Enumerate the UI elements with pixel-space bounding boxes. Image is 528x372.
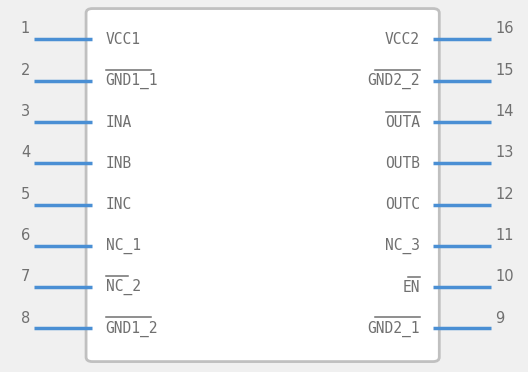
Text: 13: 13 — [495, 145, 514, 160]
Text: VCC2: VCC2 — [385, 32, 420, 46]
Text: GND1_1: GND1_1 — [106, 73, 158, 89]
Text: 10: 10 — [495, 269, 514, 284]
Text: GND2_1: GND2_1 — [367, 320, 420, 337]
Text: 15: 15 — [495, 63, 514, 78]
Text: 8: 8 — [21, 311, 30, 326]
Text: NC_3: NC_3 — [385, 238, 420, 254]
Text: 4: 4 — [21, 145, 30, 160]
Text: 11: 11 — [495, 228, 514, 243]
Text: 14: 14 — [495, 104, 514, 119]
Text: INB: INB — [106, 156, 132, 171]
Text: 16: 16 — [495, 21, 514, 36]
Text: GND2_2: GND2_2 — [367, 73, 420, 89]
FancyBboxPatch shape — [86, 9, 439, 362]
Text: 9: 9 — [495, 311, 505, 326]
Text: INC: INC — [106, 197, 132, 212]
Text: 1: 1 — [21, 21, 30, 36]
Text: OUTA: OUTA — [385, 115, 420, 129]
Text: 12: 12 — [495, 187, 514, 202]
Text: NC_1: NC_1 — [106, 238, 140, 254]
Text: NC_2: NC_2 — [106, 279, 140, 295]
Text: GND1_2: GND1_2 — [106, 320, 158, 337]
Text: 3: 3 — [21, 104, 30, 119]
Text: 7: 7 — [21, 269, 30, 284]
Text: EN: EN — [402, 280, 420, 295]
Text: INA: INA — [106, 115, 132, 129]
Text: OUTB: OUTB — [385, 156, 420, 171]
Text: 2: 2 — [21, 63, 30, 78]
Text: 6: 6 — [21, 228, 30, 243]
Text: 5: 5 — [21, 187, 30, 202]
Text: VCC1: VCC1 — [106, 32, 140, 46]
Text: OUTC: OUTC — [385, 197, 420, 212]
